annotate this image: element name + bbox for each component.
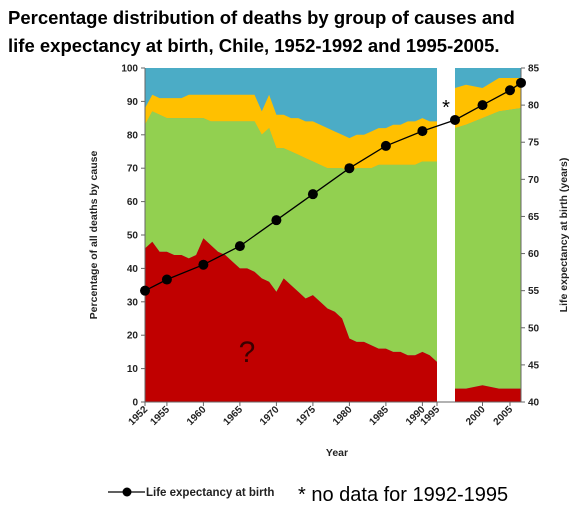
y-right-tick-label: 50 — [528, 323, 540, 334]
y-left-tick-label: 40 — [127, 264, 139, 275]
y-right-tick-label: 55 — [528, 286, 540, 297]
gap-asterisk: * — [442, 97, 450, 119]
life-expectancy-point — [477, 100, 488, 111]
life-expectancy-point — [198, 259, 209, 270]
life-expectancy-point — [271, 215, 282, 226]
x-tick-label: 1975 — [295, 404, 319, 428]
y-left-tick-label: 50 — [127, 231, 139, 242]
life-expectancy-point — [344, 163, 355, 174]
legend-label: Life expectancy at birth — [146, 487, 275, 499]
area-yellow-period-1 — [145, 94, 437, 172]
legend-marker — [122, 487, 132, 497]
y-left-tick-label: 60 — [127, 197, 139, 208]
x-tick-label: 1965 — [222, 404, 246, 428]
y-left-tick-label: 90 — [127, 97, 139, 108]
y-right-tick-label: 85 — [528, 64, 540, 75]
life-expectancy-point — [161, 274, 172, 285]
x-tick-label: 1960 — [185, 404, 209, 428]
y-left-tick-label: 70 — [127, 164, 139, 175]
life-expectancy-point — [234, 241, 245, 252]
y-left-tick-label: 100 — [121, 64, 138, 75]
x-tick-label: 1955 — [149, 404, 173, 428]
y-left-tick-label: 20 — [127, 331, 139, 342]
life-expectancy-point — [417, 126, 428, 137]
area-yellow-period-2 — [455, 78, 521, 129]
data-gap — [437, 66, 455, 404]
life-expectancy-point — [307, 189, 318, 200]
x-tick-label: 2005 — [492, 404, 516, 428]
y-left-tick-label: 80 — [127, 130, 139, 141]
life-expectancy-point — [516, 77, 526, 88]
y-right-tick-label: 40 — [528, 398, 540, 409]
x-tick-label: 2000 — [464, 404, 488, 428]
x-tick-label: 1985 — [368, 404, 392, 428]
chart-title: Percentage distribution of deaths by gro… — [8, 4, 578, 60]
y-left-tick-label: 30 — [127, 297, 139, 308]
y-left-tick-label: 10 — [127, 364, 139, 375]
y-right-tick-label: 70 — [528, 175, 540, 186]
x-tick-label: 1980 — [331, 404, 355, 428]
y-right-tick-label: 80 — [528, 101, 540, 112]
y-right-tick-label: 60 — [528, 249, 540, 260]
y-axis-left-label: Percentage of all deaths by cause — [88, 151, 100, 320]
life-expectancy-point — [140, 285, 150, 296]
y-left-tick-label: 0 — [132, 398, 138, 409]
y-axis-right-label: Life expectancy at birth (years) — [558, 158, 570, 313]
life-expectancy-point — [380, 140, 391, 151]
area-red-period-2 — [455, 385, 521, 402]
question-mark-annotation: ? — [239, 336, 256, 369]
life-expectancy-point — [450, 114, 460, 125]
area-green-period-1 — [145, 111, 437, 362]
life-expectancy-point — [505, 85, 515, 96]
title-line-1: Percentage distribution of deaths by gro… — [8, 7, 515, 28]
area-red-period-1 — [145, 238, 437, 402]
x-tick-label: 1952 — [127, 404, 151, 428]
x-axis-label: Year — [326, 447, 348, 459]
title-line-2: life expectancy at birth, Chile, 1952-19… — [8, 35, 500, 56]
y-right-tick-label: 65 — [528, 212, 540, 223]
no-data-note: * no data for 1992-1995 — [298, 484, 509, 506]
x-tick-label: 1970 — [258, 404, 282, 428]
y-right-tick-label: 45 — [528, 360, 540, 371]
y-right-tick-label: 75 — [528, 138, 540, 149]
area-green-period-2 — [455, 108, 521, 389]
